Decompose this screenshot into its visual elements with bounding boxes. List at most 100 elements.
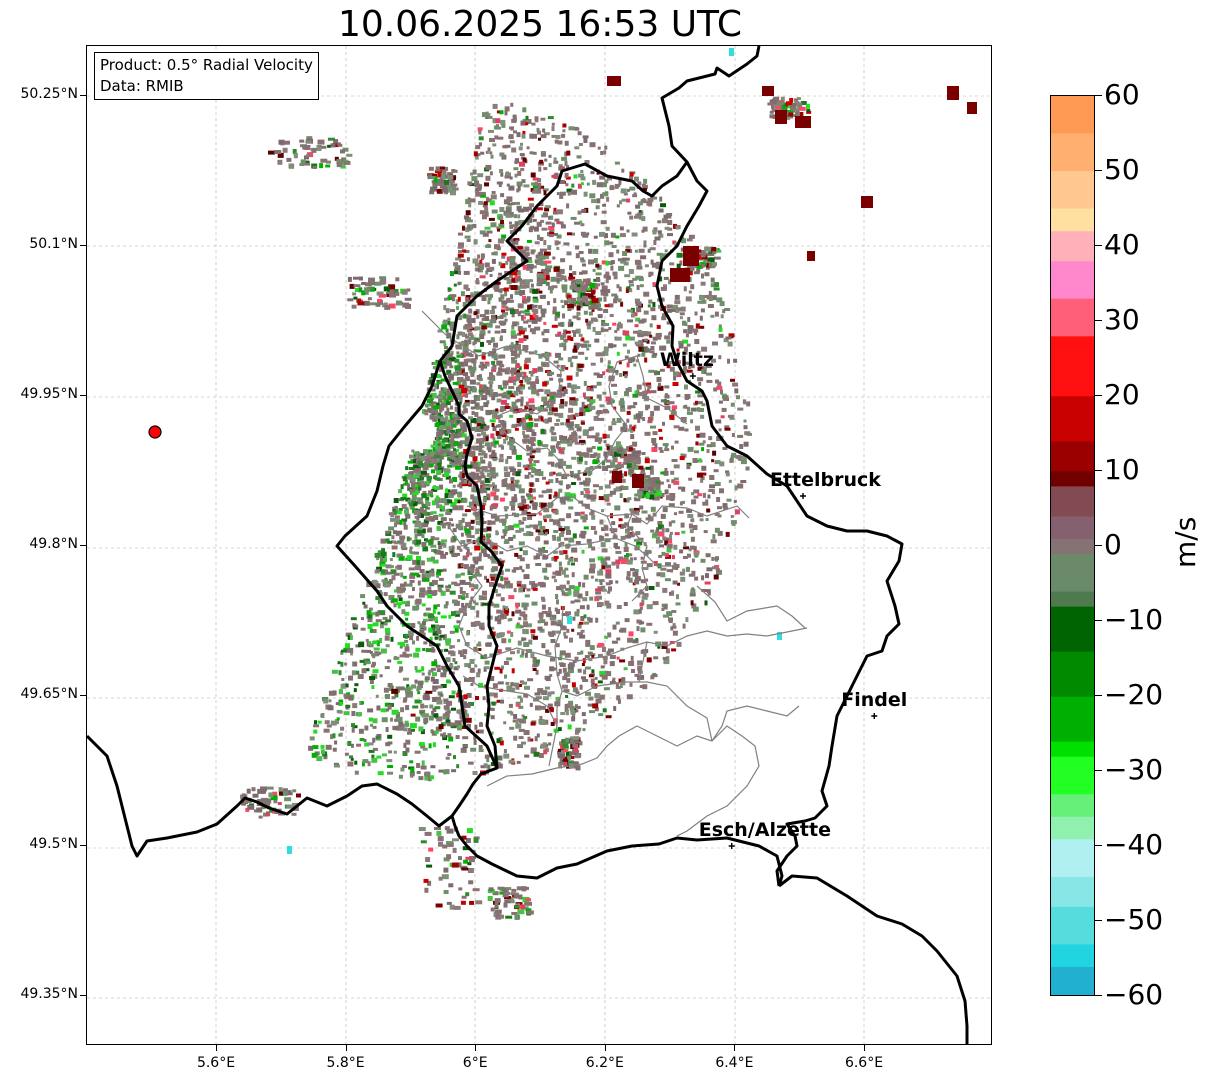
echo-pixel xyxy=(466,358,473,363)
echo-pixel xyxy=(391,575,396,581)
echo-pixel xyxy=(463,713,469,718)
echo-pixel xyxy=(558,448,564,453)
echo-pixel xyxy=(471,588,475,591)
echo-pixel xyxy=(626,288,633,293)
echo-pixel xyxy=(560,422,565,426)
echo-pixel xyxy=(625,528,630,534)
echo-pixel xyxy=(407,460,414,464)
echo-pixel xyxy=(466,238,471,242)
echo-pixel xyxy=(467,197,471,201)
echo-pixel xyxy=(416,539,422,545)
echo-pixel xyxy=(482,294,486,299)
echo-pixel xyxy=(330,734,333,740)
echo-pixel xyxy=(608,367,615,373)
echo-pixel xyxy=(554,422,560,426)
echo-pixel xyxy=(632,277,638,281)
echo-pixel xyxy=(456,545,461,550)
echo-pixel xyxy=(513,523,520,528)
echo-pixel xyxy=(443,701,448,704)
echo-pixel xyxy=(551,462,554,467)
echo-pixel xyxy=(490,441,494,447)
echo-pixel xyxy=(469,183,476,187)
echo-pixel xyxy=(674,512,677,516)
echo-pixel xyxy=(733,499,737,503)
echo-pixel xyxy=(704,581,711,585)
echo-pixel xyxy=(455,299,459,305)
echo-pixel xyxy=(526,423,533,428)
echo-pixel xyxy=(559,650,566,656)
echo-pixel xyxy=(489,293,494,298)
echo-pixel xyxy=(405,705,410,711)
echo-pixel xyxy=(436,668,441,673)
echo-pixel xyxy=(485,409,492,415)
echo-pixel xyxy=(362,601,366,605)
echo-pixel xyxy=(430,676,435,682)
echo-pixel xyxy=(451,296,455,302)
echo-pixel xyxy=(513,682,520,686)
echo-pixel xyxy=(458,270,462,275)
echo-pixel xyxy=(668,361,672,364)
echo-pixel xyxy=(582,519,587,523)
echo-pixel xyxy=(506,183,510,187)
echo-pixel xyxy=(429,582,435,587)
echo-pixel xyxy=(628,577,633,583)
echo-pixel xyxy=(370,581,374,584)
echo-pixel xyxy=(479,321,484,326)
echo-pixel xyxy=(509,393,516,398)
echo-pixel xyxy=(624,374,628,379)
echo-pixel xyxy=(513,238,520,242)
echo-pixel xyxy=(589,512,595,516)
echo-pixel xyxy=(409,546,413,550)
echo-pixel xyxy=(496,738,501,744)
echo-pixel xyxy=(489,372,493,378)
echo-pixel xyxy=(615,621,620,625)
echo-pixel xyxy=(523,320,529,324)
echo-pixel xyxy=(313,729,318,734)
echo-pixel xyxy=(541,312,546,318)
echo-pixel xyxy=(580,257,585,261)
echo-pixel xyxy=(493,443,497,448)
echo-pixel xyxy=(436,470,442,475)
echo-pixel xyxy=(609,681,616,685)
echo-pixel xyxy=(564,574,569,578)
echo-pixel xyxy=(697,493,703,497)
echo-pixel xyxy=(413,652,420,658)
echo-pixel xyxy=(471,411,475,415)
echo-pixel xyxy=(480,480,484,485)
echo-pixel xyxy=(646,604,653,610)
echo-pixel xyxy=(517,640,522,646)
echo-pixel xyxy=(551,448,556,453)
echo-pixel xyxy=(469,354,474,357)
echo-pixel xyxy=(506,394,511,400)
echo-pixel xyxy=(445,640,451,646)
echo-pixel xyxy=(551,407,558,412)
echo-pixel xyxy=(378,599,384,604)
echo-pixel xyxy=(541,490,547,494)
echo-pixel xyxy=(646,382,652,387)
echo-pixel xyxy=(492,426,497,432)
echo-pixel xyxy=(660,513,666,519)
echo-pixel xyxy=(520,697,523,703)
echo-pixel xyxy=(576,608,580,613)
echo-pixel xyxy=(431,488,438,492)
echo-pixel xyxy=(347,647,354,653)
echo-pixel xyxy=(643,187,647,191)
echo-pixel xyxy=(507,390,513,395)
echo-pixel xyxy=(726,498,732,502)
echo-pixel xyxy=(510,294,513,300)
echo-pixel xyxy=(559,180,566,184)
echo-pixel xyxy=(665,562,671,567)
echo-pixel xyxy=(554,218,560,222)
echo-pixel xyxy=(631,517,637,523)
echo-pixel xyxy=(434,486,440,491)
echo-pixel xyxy=(449,365,454,369)
echo-pixel xyxy=(420,560,425,566)
echo-pixel xyxy=(401,518,408,522)
echo-pixel xyxy=(641,599,645,605)
echo-pixel xyxy=(524,754,530,758)
echo-pixel xyxy=(409,573,416,579)
echo-pixel xyxy=(682,500,685,504)
radar-map[interactable] xyxy=(86,45,992,1045)
echo-pixel xyxy=(590,385,597,389)
echo-pixel xyxy=(667,308,673,313)
